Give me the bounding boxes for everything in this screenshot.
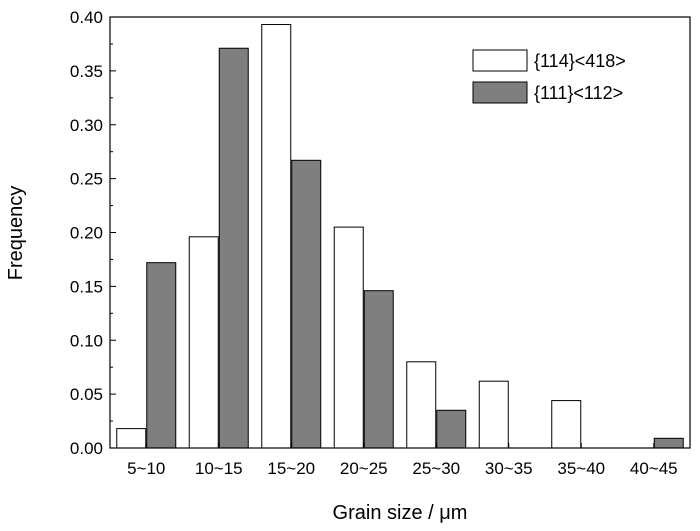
x-tick-label: 5~10 [127, 459, 165, 478]
bar-111-112-40~45 [653, 437, 684, 449]
legend-swatch-114-418 [472, 49, 528, 72]
x-tick-label: 10~15 [195, 459, 243, 478]
legend-swatch-111-112 [472, 81, 528, 104]
x-tick-label: 20~25 [340, 459, 388, 478]
y-tick-label: 0.10 [70, 331, 103, 350]
bar-114-418-20~25 [333, 226, 364, 449]
x-tick-label: 30~35 [485, 459, 533, 478]
y-axis-title: Frequency [5, 186, 27, 281]
ticks-layer: 0.00 0.05 0.10 0.15 0.20 0.25 0.30 0.35 0.40 5~10… [70, 8, 678, 478]
legend-label-111-112: {111}<112> [534, 83, 623, 103]
bar-114-418-35~40 [551, 400, 582, 449]
x-axis-title: Grain size / μm [333, 502, 468, 524]
y-tick-label: 0.25 [70, 170, 103, 189]
y-tick-label: 0.20 [70, 224, 103, 243]
y-tick-label: 0.30 [70, 116, 103, 135]
x-tick-label: 15~20 [267, 459, 315, 478]
y-tick-label: 0.15 [70, 277, 103, 296]
bar-114-418-5~10 [116, 428, 147, 449]
y-tick-label: 0.35 [70, 62, 103, 81]
bars-layer [116, 24, 684, 449]
y-tick-label: 0.00 [70, 439, 103, 458]
bar-111-112-15~20 [291, 159, 322, 449]
x-tick-label: 40~45 [630, 459, 678, 478]
legend-label-114-418: {114}<418> [534, 51, 626, 71]
x-tick-label: 35~40 [557, 459, 605, 478]
y-tick-label: 0.40 [70, 8, 103, 27]
bar-114-418-25~30 [406, 361, 437, 449]
plot-area-frame [109, 16, 691, 449]
bar-111-112-20~25 [363, 290, 394, 449]
bar-111-112-10~15 [218, 47, 249, 449]
y-tick-label: 0.05 [70, 385, 103, 404]
x-tick-label: 25~30 [412, 459, 460, 478]
legend: {114}<418> {111}<112> [472, 49, 626, 104]
bar-111-112-25~30 [436, 409, 467, 449]
bar-114-418-15~20 [261, 24, 292, 449]
bar-111-112-5~10 [146, 262, 177, 449]
bar-114-418-10~15 [188, 236, 219, 449]
bar-114-418-30~35 [478, 380, 509, 449]
